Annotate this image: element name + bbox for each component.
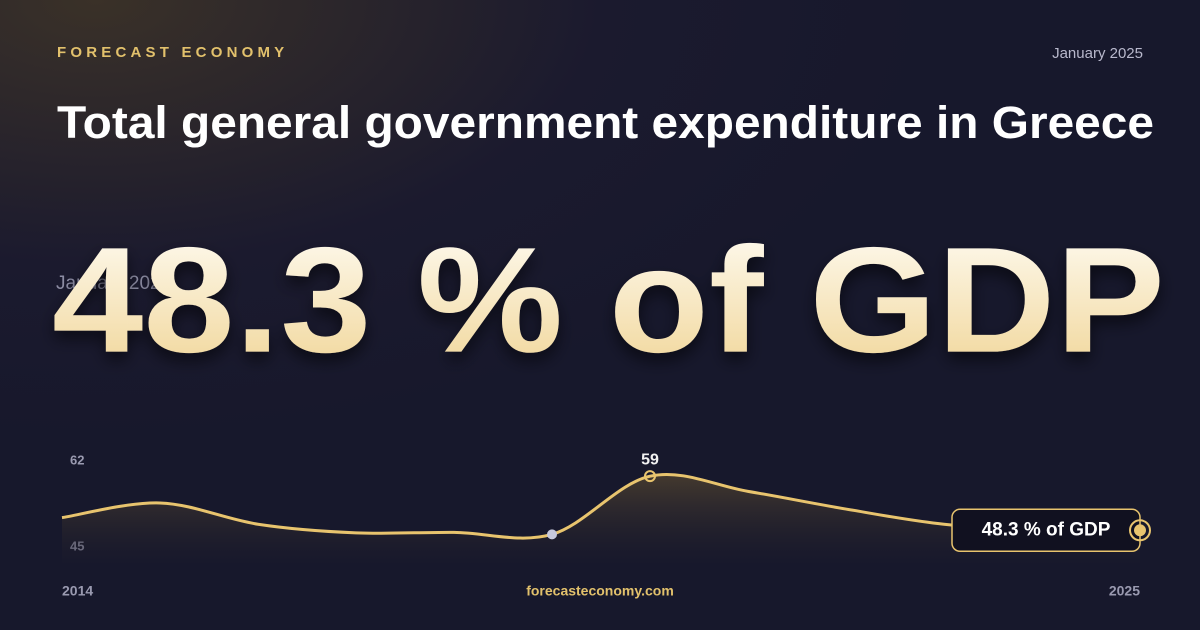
x-tick-label: 2014 — [62, 583, 93, 599]
headline-date: January 2025 — [56, 273, 171, 294]
chart-title: Total general government expenditure in … — [57, 97, 1154, 148]
headline-value: 48.3 % of GDP — [52, 216, 1165, 384]
min-point — [547, 529, 557, 540]
value-label: 59 — [641, 451, 659, 468]
last-point-halo — [1129, 519, 1151, 542]
last-point — [1134, 524, 1146, 537]
date: January 2025 — [1052, 45, 1143, 62]
point — [644, 470, 656, 483]
area — [62, 474, 1140, 563]
y-tick-label: 62 — [70, 452, 84, 467]
line — [61, 472, 1141, 540]
brand: FORECAST ECONOMY — [57, 44, 288, 61]
value-label: 48.3 % of GDP — [982, 519, 1111, 540]
sparkline: 4562201420255948.3 % of GDP — [61, 451, 1151, 599]
x-tick-label: 2025 — [1109, 583, 1140, 599]
source: forecasteconomy.com — [526, 583, 674, 599]
